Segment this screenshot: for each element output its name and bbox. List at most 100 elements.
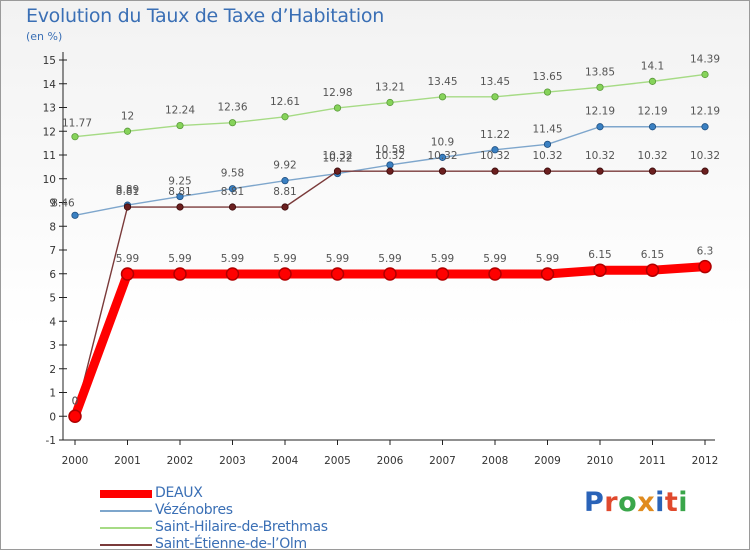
data-point	[68, 409, 82, 423]
data-point	[228, 203, 237, 211]
legend-label: DEAUX	[155, 485, 203, 501]
logo-letter: x	[637, 487, 656, 518]
logo-letter: t	[664, 487, 679, 518]
data-point	[543, 88, 552, 96]
x-tick-label: 2006	[377, 455, 404, 467]
data-label: 5.99	[326, 253, 349, 265]
data-label: 5.99	[378, 253, 401, 265]
data-point	[123, 203, 132, 211]
x-tick-label: 2004	[272, 455, 299, 467]
data-point	[330, 267, 345, 281]
data-point	[281, 177, 289, 185]
data-label: 10.22	[322, 153, 352, 165]
data-point	[225, 267, 240, 281]
data-point	[176, 203, 184, 211]
y-tick-label: 12	[43, 126, 56, 138]
data-point	[228, 119, 237, 127]
data-point	[176, 121, 184, 130]
y-tick-label: 10	[43, 174, 56, 186]
data-point	[383, 267, 397, 281]
data-point	[281, 203, 289, 211]
data-label: 5.99	[116, 253, 139, 265]
data-point	[596, 167, 604, 175]
y-tick-label: 6	[49, 269, 56, 281]
data-label: 11.77	[62, 118, 92, 130]
data-label: 10.32	[427, 150, 457, 162]
legend-label: Saint-Hilaire-de-Brethmas	[155, 519, 328, 535]
logo-letter: i	[678, 487, 689, 518]
x-tick-label: 2003	[219, 455, 246, 467]
data-label: 10.9	[431, 136, 454, 148]
data-label: 5.99	[273, 253, 296, 265]
data-point	[698, 259, 712, 274]
data-label: 10.32	[480, 150, 510, 162]
y-tick-label: 14	[43, 79, 57, 91]
legend-swatch	[100, 527, 152, 529]
chart-subtitle: (en %)	[26, 30, 63, 43]
data-label: 8.89	[116, 184, 139, 196]
data-point	[123, 127, 132, 135]
y-tick-label: 15	[43, 55, 56, 67]
data-point	[120, 267, 135, 281]
x-tick-label: 2010	[587, 455, 614, 467]
data-point	[438, 167, 447, 175]
data-label: 8.81	[273, 186, 296, 198]
data-point	[488, 267, 502, 281]
data-point	[228, 185, 237, 193]
data-label: 8.46	[51, 197, 75, 209]
data-label: 8.81	[221, 186, 244, 198]
data-label: 13.65	[532, 71, 562, 83]
data-label: 8.81	[168, 186, 191, 198]
data-point	[386, 167, 394, 175]
series-line-3	[74, 170, 705, 417]
data-point	[543, 167, 552, 175]
data-point	[491, 146, 499, 154]
legend-label: Saint-Étienne-de-l’Olm	[155, 536, 307, 552]
data-label: 11.45	[532, 123, 562, 135]
logo-letter: i	[655, 487, 665, 518]
x-tick-label: 2008	[482, 455, 509, 467]
data-point	[491, 93, 499, 101]
data-label: 13.85	[585, 66, 615, 78]
data-point	[645, 263, 660, 277]
y-tick-label: 0	[49, 411, 56, 423]
data-point	[278, 267, 292, 281]
y-tick-label: 7	[49, 245, 56, 257]
data-label: 12.19	[690, 106, 720, 118]
data-label: 10.32	[375, 150, 405, 162]
data-label: 6.15	[641, 249, 664, 261]
data-point	[173, 267, 187, 281]
data-point	[648, 123, 657, 131]
data-point	[438, 153, 447, 161]
logo-letter: P	[584, 487, 605, 518]
data-point	[596, 123, 604, 131]
data-label: 12.36	[217, 102, 247, 114]
legend-swatch	[100, 490, 152, 498]
x-tick-label: 2000	[62, 455, 89, 467]
data-point	[701, 123, 709, 131]
data-label: 6.3	[697, 246, 714, 258]
data-label: 5.99	[536, 253, 559, 265]
y-tick-label: 8	[49, 221, 56, 233]
data-point	[701, 70, 709, 79]
data-label: 13.21	[375, 82, 405, 94]
y-tick-label: 13	[43, 103, 56, 115]
x-tick-label: 2011	[639, 455, 666, 467]
data-label: 12.61	[270, 96, 300, 108]
data-point	[176, 192, 184, 201]
legend-swatch	[100, 510, 152, 512]
data-label: 14.1	[641, 60, 664, 72]
data-label: 12.19	[637, 106, 667, 118]
data-label: 5.99	[431, 253, 454, 265]
data-label: 9.92	[273, 160, 296, 172]
data-label: 8.81	[116, 186, 139, 198]
y-tick-label: -1	[46, 435, 56, 447]
legend-label: Vézénobres	[155, 502, 233, 518]
x-tick-label: 2007	[429, 455, 456, 467]
y-tick-label: 2	[49, 364, 56, 376]
data-label: 9.58	[221, 168, 244, 180]
y-tick-label: 11	[43, 150, 56, 162]
data-label: 13.45	[427, 76, 457, 88]
data-label: 12.98	[322, 87, 352, 99]
